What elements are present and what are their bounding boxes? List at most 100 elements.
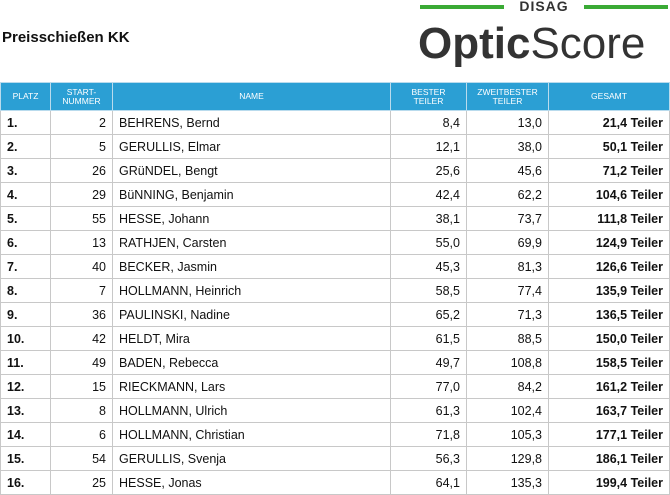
total-cell: 150,0 Teiler bbox=[548, 326, 670, 351]
rank-cell: 15. bbox=[0, 446, 51, 471]
header-line: GESAMT bbox=[591, 91, 627, 101]
table-row: 6. 13 RATHJEN, Carsten 55,0 69,9 124,9 Teiler bbox=[0, 230, 670, 255]
logo-bar bbox=[420, 5, 504, 9]
start-number-cell: 15 bbox=[50, 374, 113, 399]
second-score-cell: 135,3 bbox=[466, 470, 549, 495]
rank-cell: 9. bbox=[0, 302, 51, 327]
name-cell: HELDT, Mira bbox=[112, 326, 391, 351]
rank-cell: 1. bbox=[0, 110, 51, 135]
total-cell: 158,5 Teiler bbox=[548, 350, 670, 375]
total-cell: 50,1 Teiler bbox=[548, 134, 670, 159]
rank-cell: 13. bbox=[0, 398, 51, 423]
second-score-cell: 71,3 bbox=[466, 302, 549, 327]
table-row: 2. 5 GERULLIS, Elmar 12,1 38,0 50,1 Teiler bbox=[0, 134, 670, 159]
best-score-cell: 61,5 bbox=[390, 326, 467, 351]
header-row: PLATZ START- NUMMER NAME BESTER TEILER ZWEITBE… bbox=[0, 82, 670, 111]
logo: DISAG OpticScore bbox=[418, 0, 668, 68]
name-cell: GERULLIS, Elmar bbox=[112, 134, 391, 159]
best-score-cell: 49,7 bbox=[390, 350, 467, 375]
column-header: ZWEITBESTER TEILER bbox=[466, 82, 549, 111]
rank-cell: 16. bbox=[0, 470, 51, 495]
name-cell: HOLLMANN, Heinrich bbox=[112, 278, 391, 303]
rank-cell: 10. bbox=[0, 326, 51, 351]
column-header: GESAMT bbox=[548, 82, 670, 111]
logo-part: Optic bbox=[418, 19, 530, 68]
second-score-cell: 13,0 bbox=[466, 110, 549, 135]
second-score-cell: 88,5 bbox=[466, 326, 549, 351]
column-header: PLATZ bbox=[0, 82, 51, 111]
second-score-cell: 129,8 bbox=[466, 446, 549, 471]
start-number-cell: 54 bbox=[50, 446, 113, 471]
column-header: START- NUMMER bbox=[50, 82, 113, 111]
second-score-cell: 108,8 bbox=[466, 350, 549, 375]
results-table: PLATZ START- NUMMER NAME BESTER TEILER ZWEITBE… bbox=[0, 82, 670, 495]
name-cell: BADEN, Rebecca bbox=[112, 350, 391, 375]
page-title: Preisschießen KK bbox=[2, 29, 130, 46]
name-cell: GERULLIS, Svenja bbox=[112, 446, 391, 471]
total-cell: 186,1 Teiler bbox=[548, 446, 670, 471]
start-number-cell: 36 bbox=[50, 302, 113, 327]
column-header: NAME bbox=[112, 82, 391, 111]
header-line: NAME bbox=[239, 91, 264, 101]
start-number-cell: 25 bbox=[50, 470, 113, 495]
logo-bar bbox=[584, 5, 668, 9]
best-score-cell: 71,8 bbox=[390, 422, 467, 447]
start-number-cell: 49 bbox=[50, 350, 113, 375]
name-cell: PAULINSKI, Nadine bbox=[112, 302, 391, 327]
second-score-cell: 69,9 bbox=[466, 230, 549, 255]
table-row: 11. 49 BADEN, Rebecca 49,7 108,8 158,5 Teiler bbox=[0, 350, 670, 375]
total-cell: 71,2 Teiler bbox=[548, 158, 670, 183]
best-score-cell: 55,0 bbox=[390, 230, 467, 255]
name-cell: BüNNING, Benjamin bbox=[112, 182, 391, 207]
start-number-cell: 26 bbox=[50, 158, 113, 183]
header-line: NUMMER bbox=[62, 95, 101, 106]
rank-cell: 14. bbox=[0, 422, 51, 447]
start-number-cell: 55 bbox=[50, 206, 113, 231]
header-line: TEILER bbox=[413, 95, 444, 106]
table-row: 12. 15 RIECKMANN, Lars 77,0 84,2 161,2 Teiler bbox=[0, 374, 670, 399]
total-cell: 111,8 Teiler bbox=[548, 206, 670, 231]
total-cell: 177,1 Teiler bbox=[548, 422, 670, 447]
second-score-cell: 84,2 bbox=[466, 374, 549, 399]
start-number-cell: 13 bbox=[50, 230, 113, 255]
best-score-cell: 25,6 bbox=[390, 158, 467, 183]
name-cell: HESSE, Jonas bbox=[112, 470, 391, 495]
name-cell: HOLLMANN, Ulrich bbox=[112, 398, 391, 423]
start-number-cell: 2 bbox=[50, 110, 113, 135]
table-row: 8. 7 HOLLMANN, Heinrich 58,5 77,4 135,9 Teile… bbox=[0, 278, 670, 303]
best-score-cell: 42,4 bbox=[390, 182, 467, 207]
second-score-cell: 62,2 bbox=[466, 182, 549, 207]
table-row: 7. 40 BECKER, Jasmin 45,3 81,3 126,6 Teiler bbox=[0, 254, 670, 279]
table-row: 9. 36 PAULINSKI, Nadine 65,2 71,3 136,5 Teile… bbox=[0, 302, 670, 327]
total-cell: 161,2 Teiler bbox=[548, 374, 670, 399]
start-number-cell: 40 bbox=[50, 254, 113, 279]
logo-part: Score bbox=[530, 19, 645, 68]
table-row: 10. 42 HELDT, Mira 61,5 88,5 150,0 Teiler bbox=[0, 326, 670, 351]
start-number-cell: 6 bbox=[50, 422, 113, 447]
table-row: 13. 8 HOLLMANN, Ulrich 61,3 102,4 163,7 Teile… bbox=[0, 398, 670, 423]
total-cell: 135,9 Teiler bbox=[548, 278, 670, 303]
best-score-cell: 58,5 bbox=[390, 278, 467, 303]
total-cell: 21,4 Teiler bbox=[548, 110, 670, 135]
start-number-cell: 29 bbox=[50, 182, 113, 207]
total-cell: 199,4 Teiler bbox=[548, 470, 670, 495]
second-score-cell: 81,3 bbox=[466, 254, 549, 279]
header-line: BESTER bbox=[411, 86, 446, 97]
total-cell: 163,7 Teiler bbox=[548, 398, 670, 423]
best-score-cell: 12,1 bbox=[390, 134, 467, 159]
best-score-cell: 65,2 bbox=[390, 302, 467, 327]
table-row: 1. 2 BEHRENS, Bernd 8,4 13,0 21,4 Teiler bbox=[0, 110, 670, 135]
best-score-cell: 77,0 bbox=[390, 374, 467, 399]
column-header: BESTER TEILER bbox=[390, 82, 467, 111]
name-cell: HOLLMANN, Christian bbox=[112, 422, 391, 447]
name-cell: RATHJEN, Carsten bbox=[112, 230, 391, 255]
name-cell: BEHRENS, Bernd bbox=[112, 110, 391, 135]
rank-cell: 2. bbox=[0, 134, 51, 159]
rank-cell: 8. bbox=[0, 278, 51, 303]
rank-cell: 4. bbox=[0, 182, 51, 207]
name-cell: HESSE, Johann bbox=[112, 206, 391, 231]
header-line: ZWEITBESTER bbox=[477, 86, 538, 97]
table-row: 16. 25 HESSE, Jonas 64,1 135,3 199,4 Teiler bbox=[0, 470, 670, 495]
logo-wordmark: OpticScore bbox=[418, 19, 645, 68]
